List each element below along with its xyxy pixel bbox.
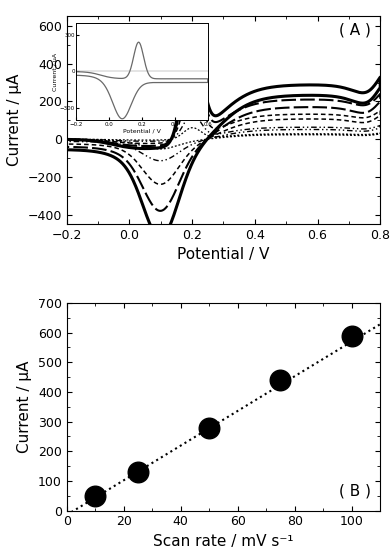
Point	[135, 468, 141, 477]
Y-axis label: Current / μA: Current / μA	[7, 74, 22, 166]
Y-axis label: Current / μA: Current / μA	[17, 361, 32, 453]
Point	[277, 376, 283, 384]
X-axis label: Scan rate / mV s⁻¹: Scan rate / mV s⁻¹	[153, 534, 294, 549]
Point	[348, 331, 355, 340]
X-axis label: Potential / V: Potential / V	[177, 248, 270, 262]
Text: ( A ): ( A )	[339, 23, 371, 38]
Point	[92, 491, 98, 500]
Point	[206, 423, 212, 432]
Text: ( B ): ( B )	[339, 483, 371, 498]
